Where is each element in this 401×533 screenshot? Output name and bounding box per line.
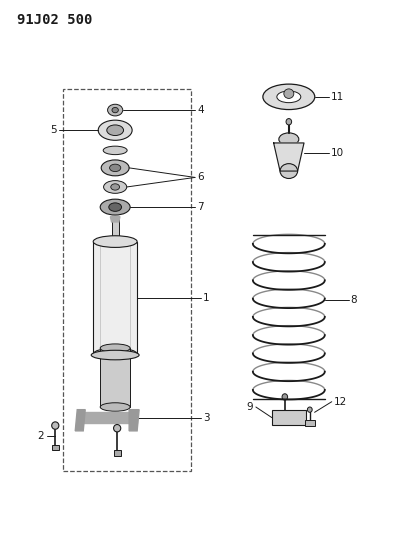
Ellipse shape: [93, 348, 137, 360]
Text: 2: 2: [37, 431, 44, 441]
Ellipse shape: [283, 89, 293, 99]
Ellipse shape: [307, 407, 312, 413]
Ellipse shape: [109, 164, 120, 172]
Text: 10: 10: [330, 148, 343, 158]
Ellipse shape: [107, 104, 122, 116]
Text: 8: 8: [350, 295, 356, 305]
Text: 5: 5: [51, 125, 57, 135]
Text: 91J02 500: 91J02 500: [17, 13, 93, 27]
Ellipse shape: [100, 344, 130, 352]
Ellipse shape: [103, 146, 127, 155]
Text: 4: 4: [196, 105, 203, 115]
Bar: [113, 450, 120, 456]
Polygon shape: [75, 410, 85, 431]
Ellipse shape: [112, 108, 118, 113]
Bar: [63, 89, 190, 471]
Ellipse shape: [113, 424, 120, 432]
Bar: [100, 348, 130, 407]
Text: 1: 1: [203, 293, 209, 303]
Ellipse shape: [262, 84, 314, 110]
Ellipse shape: [101, 160, 129, 176]
Ellipse shape: [282, 394, 287, 400]
Ellipse shape: [100, 403, 130, 411]
Ellipse shape: [91, 350, 139, 360]
Ellipse shape: [52, 422, 59, 429]
Ellipse shape: [279, 164, 297, 179]
Ellipse shape: [109, 203, 121, 212]
Ellipse shape: [111, 184, 119, 190]
Polygon shape: [273, 143, 303, 171]
Ellipse shape: [98, 120, 132, 140]
Bar: [111, 216, 118, 241]
Polygon shape: [79, 413, 136, 423]
Text: 9: 9: [245, 402, 252, 412]
Text: 11: 11: [330, 92, 343, 102]
Ellipse shape: [107, 125, 123, 135]
Bar: [304, 419, 314, 426]
Ellipse shape: [276, 91, 300, 103]
Ellipse shape: [93, 236, 137, 247]
Text: 6: 6: [196, 172, 203, 182]
Bar: [52, 445, 59, 450]
Text: 12: 12: [333, 397, 346, 407]
Text: 7: 7: [196, 202, 203, 212]
Bar: [271, 410, 305, 425]
Ellipse shape: [286, 118, 291, 125]
Bar: [93, 241, 137, 354]
Polygon shape: [129, 410, 139, 431]
Ellipse shape: [278, 133, 298, 146]
Text: 3: 3: [203, 413, 209, 423]
Ellipse shape: [100, 199, 130, 215]
Polygon shape: [110, 216, 119, 222]
Ellipse shape: [103, 181, 126, 193]
